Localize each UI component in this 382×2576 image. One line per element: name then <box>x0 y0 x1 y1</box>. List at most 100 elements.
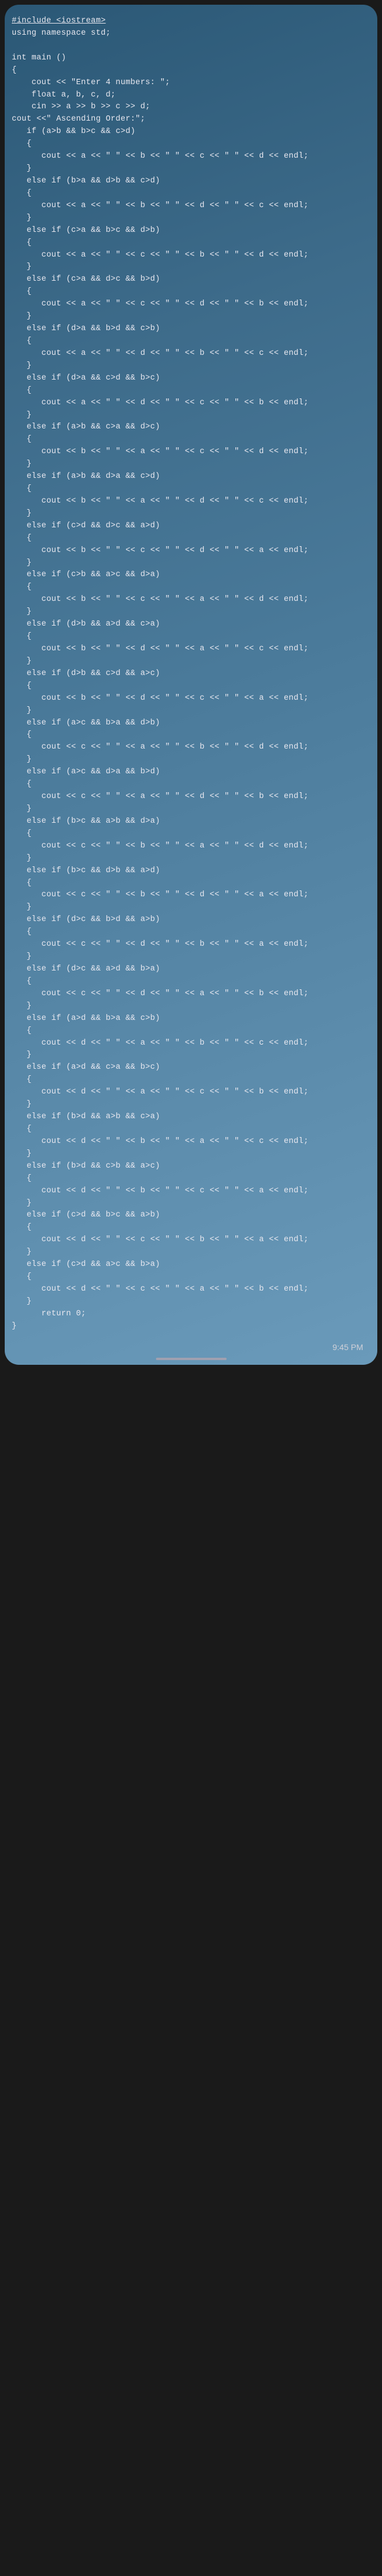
code-line: } <box>12 1149 32 1158</box>
code-line: } <box>12 312 32 321</box>
code-line: { <box>12 632 32 641</box>
code-line: cout << a << " " << d << " " << b << " "… <box>12 349 308 358</box>
code-line: } <box>12 1051 32 1059</box>
code-line: } <box>12 657 32 666</box>
code-line: } <box>12 262 32 271</box>
code-line: cout << a << " " << c << " " << b << " "… <box>12 251 308 260</box>
clock-time: 9:45 PM <box>333 1342 363 1352</box>
code-line: using namespace std; <box>12 29 111 38</box>
code-line: cout << a << " " << c << " " << d << " "… <box>12 300 308 308</box>
code-line: { <box>12 780 32 789</box>
code-line: { <box>12 1272 32 1281</box>
code-line: cout << d << " " << b << " " << a << " "… <box>12 1137 308 1146</box>
code-line: } <box>12 559 32 567</box>
code-line: } <box>12 460 32 468</box>
code-line: cout << b << " " << c << " " << a << " "… <box>12 595 308 604</box>
code-line: else if (b>c && a>b && d>a) <box>12 817 160 826</box>
code-line: else if (d>b && c>d && a>c) <box>12 669 160 678</box>
code-line: { <box>12 66 16 75</box>
code-line: float a, b, c, d; <box>12 91 115 99</box>
code-line: cout << b << " " << d << " " << c << " "… <box>12 694 308 703</box>
code-line: cout << c << " " << a << " " << d << " "… <box>12 792 308 801</box>
code-line: { <box>12 730 32 739</box>
code-line: } <box>12 164 32 173</box>
code-line: cout << b << " " << a << " " << c << " "… <box>12 447 308 456</box>
code-line: cout << d << " " << c << " " << a << " "… <box>12 1285 308 1294</box>
code-line: cout << "Enter 4 numbers: "; <box>12 78 170 87</box>
code-line: } <box>12 361 32 370</box>
code-line: cout << b << " " << d << " " << a << " "… <box>12 644 308 653</box>
code-viewer[interactable]: #include <iostream> using namespace std;… <box>5 5 377 1339</box>
code-line: else if (c>a && b>c && d>b) <box>12 226 160 235</box>
code-line: else if (a>b && d>a && c>d) <box>12 472 160 481</box>
code-line: } <box>12 509 32 518</box>
code-line: cin >> a >> b >> c >> d; <box>12 102 150 111</box>
code-line: cout << b << " " << c << " " << d << " "… <box>12 546 308 555</box>
code-line: cout << d << " " << a << " " << b << " "… <box>12 1039 308 1048</box>
code-line: { <box>12 583 32 591</box>
code-line: } <box>12 903 32 912</box>
code-line: } <box>12 1297 32 1306</box>
status-bar: 9:45 PM <box>5 1339 377 1358</box>
code-line: { <box>12 287 32 296</box>
code-line: { <box>12 139 32 148</box>
code-line: cout << d << " " << c << " " << b << " "… <box>12 1235 308 1244</box>
code-line: else if (c>d && a>c && b>a) <box>12 1260 160 1269</box>
code-line: cout << a << " " << b << " " << d << " "… <box>12 201 308 210</box>
code-line: if (a>b && b>c && c>d) <box>12 127 135 136</box>
code-line: } <box>12 607 32 616</box>
code-line: else if (d>c && b>d && a>b) <box>12 915 160 924</box>
code-line: { <box>12 386 32 395</box>
home-indicator[interactable] <box>156 1358 227 1360</box>
code-line: else if (d>a && c>d && b>c) <box>12 374 160 383</box>
code-line: { <box>12 238 32 247</box>
code-line: cout << c << " " << a << " " << b << " "… <box>12 743 308 752</box>
code-line: } <box>12 1002 32 1011</box>
code-line: { <box>12 1026 32 1035</box>
code-line: { <box>12 928 32 936</box>
code-line: } <box>12 1248 32 1257</box>
code-line: cout <<" Ascending Order:"; <box>12 115 145 124</box>
code-line: else if (b>a && d>b && c>d) <box>12 177 160 185</box>
code-line: } <box>12 755 32 764</box>
code-line: cout << c << " " << b << " " << a << " "… <box>12 842 308 850</box>
code-line: cout << d << " " << b << " " << c << " "… <box>12 1186 308 1195</box>
code-line: { <box>12 1125 32 1134</box>
code-line: else if (c>d && d>c && a>d) <box>12 521 160 530</box>
code-line: { <box>12 977 32 986</box>
code-line: cout << d << " " << a << " " << c << " "… <box>12 1088 308 1096</box>
code-line: { <box>12 484 32 493</box>
code-line: } <box>12 1100 32 1109</box>
code-line: else if (a>d && c>a && b>c) <box>12 1063 160 1072</box>
code-line: else if (d>a && b>d && c>b) <box>12 324 160 333</box>
code-line: else if (b>d && c>b && a>c) <box>12 1162 160 1171</box>
code-line: else if (d>c && a>d && b>a) <box>12 965 160 973</box>
code-line: { <box>12 534 32 543</box>
code-line: } <box>12 952 32 961</box>
code-line: cout << a << " " << d << " " << c << " "… <box>12 398 308 407</box>
code-line: cout << a << " " << b << " " << c << " "… <box>12 152 308 161</box>
code-line: else if (a>c && b>a && d>b) <box>12 719 160 727</box>
code-line: { <box>12 682 32 690</box>
code-line: } <box>12 214 32 222</box>
phone-frame: #include <iostream> using namespace std;… <box>5 5 377 1365</box>
code-line: else if (c>a && d>c && b>d) <box>12 275 160 284</box>
code-line: { <box>12 879 32 888</box>
code-line: } <box>12 706 32 715</box>
code-line: } <box>12 411 32 420</box>
code-line: { <box>12 337 32 345</box>
code-line: cout << c << " " << b << " " << d << " "… <box>12 890 308 899</box>
include-line: #include <iostream> <box>12 16 106 25</box>
code-line: { <box>12 1174 32 1183</box>
code-line: } <box>12 1322 16 1331</box>
code-line: return 0; <box>12 1309 86 1318</box>
code-line: } <box>12 805 32 813</box>
code-line: else if (b>c && d>b && a>d) <box>12 866 160 875</box>
code-line: { <box>12 189 32 198</box>
code-line: { <box>12 1075 32 1084</box>
code-line: { <box>12 435 32 444</box>
code-line: else if (a>b && c>a && d>c) <box>12 423 160 431</box>
code-line: cout << c << " " << d << " " << a << " "… <box>12 989 308 998</box>
code-line: int main () <box>12 54 66 62</box>
code-line: } <box>12 1199 32 1208</box>
